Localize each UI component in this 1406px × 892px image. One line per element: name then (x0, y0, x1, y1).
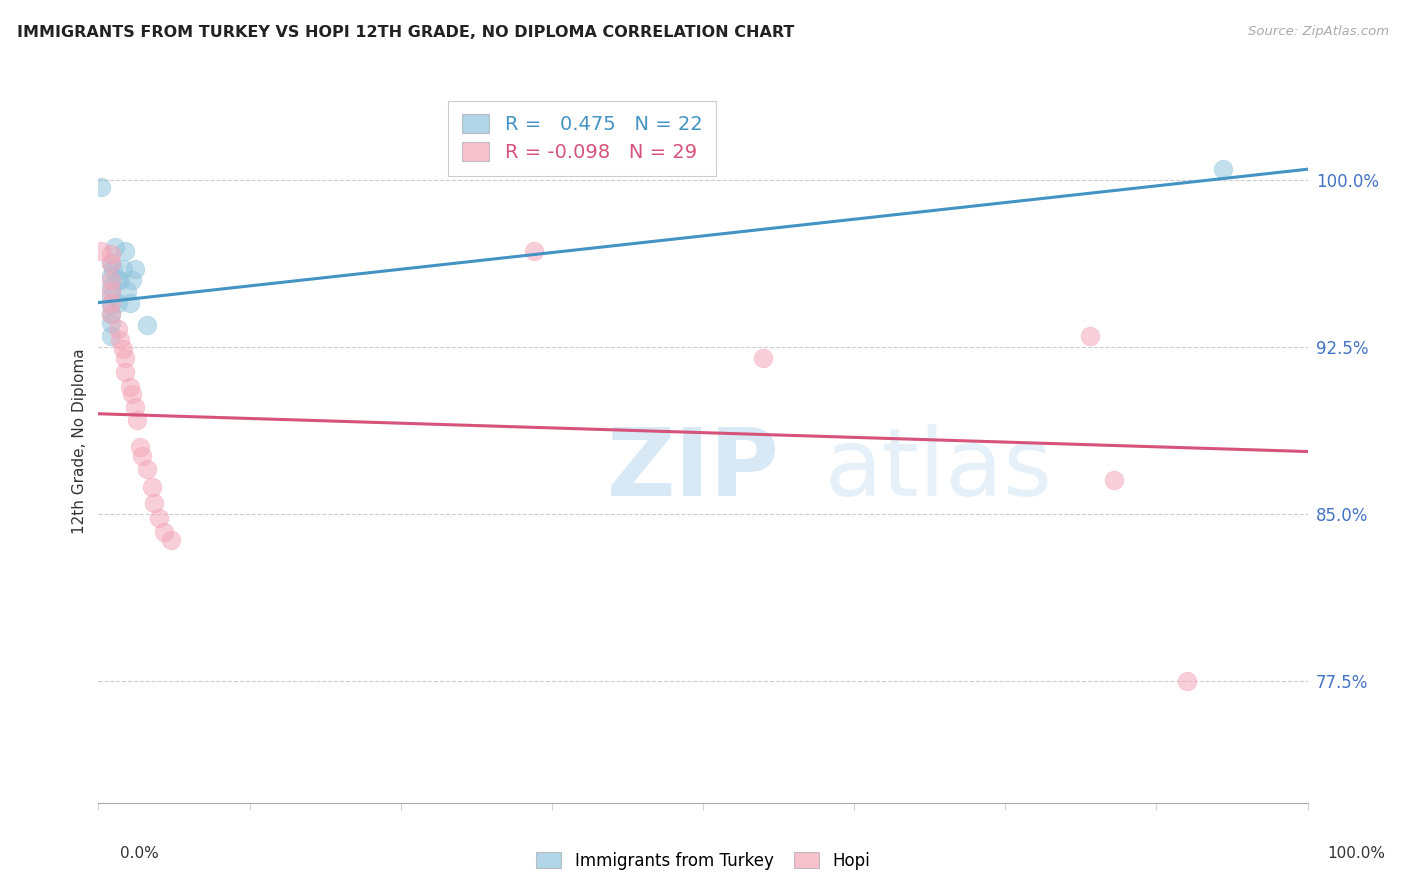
Point (100, 255, 122, 269)
Point (111, 262, 134, 277)
Text: Source: ZipAtlas.com: Source: ZipAtlas.com (1249, 25, 1389, 38)
Point (752, 351, 775, 366)
Point (143, 496, 166, 510)
Point (117, 285, 139, 299)
Point (100, 246, 122, 260)
Point (114, 244, 136, 259)
Point (100, 295, 122, 310)
Point (108, 273, 131, 287)
Point (127, 413, 149, 427)
Point (100, 329, 122, 343)
Point (135, 462, 157, 476)
Point (148, 511, 170, 525)
Legend: R =   0.475   N = 22, R = -0.098   N = 29: R = 0.475 N = 22, R = -0.098 N = 29 (449, 101, 716, 176)
Point (118, 295, 141, 310)
Text: atlas: atlas (824, 425, 1052, 516)
Point (107, 295, 129, 310)
Point (135, 318, 157, 332)
Point (107, 273, 129, 287)
Point (114, 364, 136, 378)
Text: IMMIGRANTS FROM TURKEY VS HOPI 12TH GRADE, NO DIPLOMA CORRELATION CHART: IMMIGRANTS FROM TURKEY VS HOPI 12TH GRAD… (17, 25, 794, 40)
Y-axis label: 12th Grade, No Diploma: 12th Grade, No Diploma (72, 349, 87, 534)
Point (100, 280, 122, 294)
Point (131, 449, 153, 463)
Point (128, 440, 150, 454)
Point (141, 480, 163, 494)
Point (121, 273, 143, 287)
Point (107, 322, 129, 336)
Point (100, 307, 122, 321)
Point (124, 262, 146, 277)
Point (121, 386, 143, 401)
Point (100, 255, 122, 269)
Point (100, 273, 122, 287)
Point (1102, 474, 1125, 488)
Text: ZIP: ZIP (606, 425, 779, 516)
Text: 0.0%: 0.0% (120, 846, 159, 861)
Point (111, 343, 134, 357)
Point (100, 307, 122, 321)
Point (124, 400, 146, 414)
Point (1078, 329, 1101, 343)
Point (100, 268, 122, 283)
Point (108, 334, 131, 348)
Point (118, 380, 141, 394)
Point (104, 240, 127, 254)
Point (100, 285, 122, 299)
Text: 100.0%: 100.0% (1327, 846, 1385, 861)
Point (1175, 673, 1198, 688)
Point (100, 316, 122, 330)
Point (101, 262, 124, 277)
Point (90, 244, 112, 259)
Point (90, 180, 112, 194)
Point (100, 289, 122, 303)
Point (160, 533, 183, 548)
Point (1212, 162, 1234, 177)
Point (100, 298, 122, 312)
Point (114, 351, 136, 366)
Legend: Immigrants from Turkey, Hopi: Immigrants from Turkey, Hopi (530, 846, 876, 877)
Point (152, 524, 174, 539)
Point (523, 244, 546, 259)
